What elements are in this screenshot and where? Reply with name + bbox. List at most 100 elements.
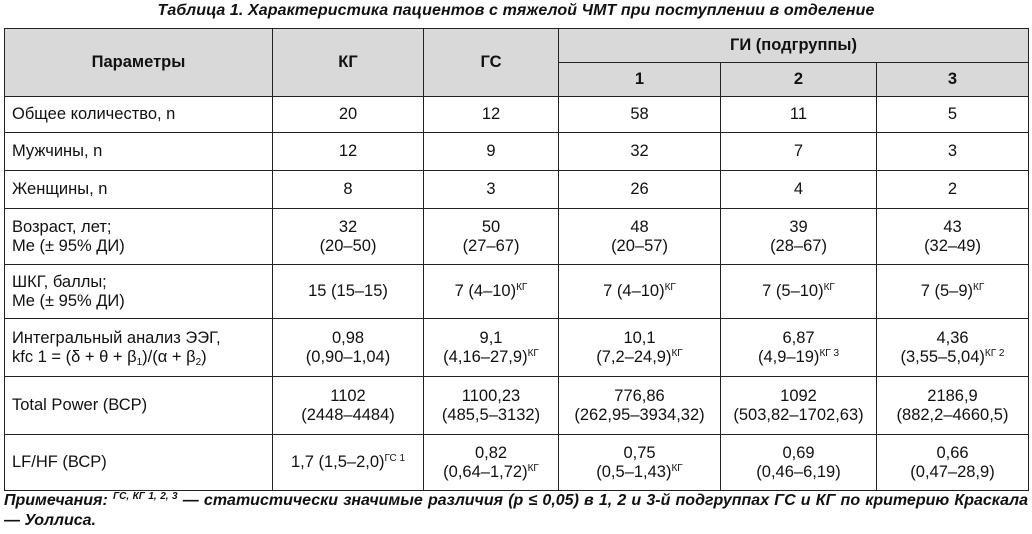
table-row: Возраст, лет; Me (± 95% ДИ) 32 (20–50) 5… xyxy=(4,208,1030,265)
cell-kg: 12 xyxy=(272,132,424,171)
cell-g2: 1092 (503,82–1702,63) xyxy=(720,376,877,435)
cell-range: (0,90–1,04) xyxy=(305,347,391,366)
cell-median: 1100,23 xyxy=(461,386,521,405)
cell-g1: 7 (4–10)КГ xyxy=(558,264,721,319)
row-label-line: Возраст, лет; xyxy=(12,217,112,236)
cell-range-wrap: (4,9–19)КГ 3 xyxy=(727,348,870,367)
row-label-formula: kfc 1 = (δ + θ + β1)/(α + β2) xyxy=(12,347,266,368)
formula-sub: 2 xyxy=(195,356,202,368)
cell-g2: 4 xyxy=(720,170,877,209)
significance-mark: КГ 2 xyxy=(984,347,1005,359)
cell-g3: 4,36 (3,55–5,04)КГ 2 xyxy=(875,318,1030,377)
cell-range: (4,9–19) xyxy=(757,347,820,366)
cell-range: (32–49) xyxy=(924,236,981,255)
cell-median: 1092 xyxy=(780,386,817,405)
cell-median: 9,1 xyxy=(479,328,503,347)
cell-range: (28–67) xyxy=(770,236,827,255)
cell-median: 32 xyxy=(338,217,358,236)
table-row: Женщины, n 8 3 26 4 2 xyxy=(4,170,1030,209)
row-label-line: Интегральный анализ ЭЭГ, xyxy=(12,328,221,347)
cell-g1: 10,1 (7,2–24,9)КГ xyxy=(558,318,721,377)
cell-g3: 0,66 (0,47–28,9) xyxy=(875,434,1030,491)
cell-range: (0,64–1,72) xyxy=(443,462,528,481)
cell-gs: 3 xyxy=(423,170,559,209)
formula-part: )/(α + β xyxy=(142,347,196,366)
significance-mark: КГ xyxy=(516,282,528,293)
cell-median: 0,82 xyxy=(474,443,508,462)
cell-g1: 0,75 (0,5–1,43)КГ xyxy=(558,434,721,491)
cell-g3: 7 (5–9)КГ xyxy=(875,264,1030,319)
row-label: Мужчины, n xyxy=(4,132,273,171)
cell-range: (0,47–28,9) xyxy=(910,462,995,481)
cell-median: 43 xyxy=(943,217,962,236)
cell-g2: 0,69 (0,46–6,19) xyxy=(720,434,877,491)
cell-range: (20–57) xyxy=(611,236,668,255)
cell-kg: 32 (20–50) xyxy=(272,208,424,265)
table-row: Общее количество, n 20 12 58 11 5 xyxy=(4,96,1030,133)
cell-median: 2186,9 xyxy=(927,386,978,405)
cell-range-wrap: (0,5–1,43)КГ xyxy=(565,463,714,482)
cell-g2: 39 (28–67) xyxy=(720,208,877,265)
cell-g3: 3 xyxy=(875,132,1030,171)
cell-range: (262,95–3934,32) xyxy=(574,405,705,424)
table-note: Примечания: ГС, КГ 1, 2, 3 — статистичес… xyxy=(4,491,1028,531)
table-row: Мужчины, n 12 9 32 7 3 xyxy=(4,132,1030,171)
cell-g1: 58 xyxy=(558,96,721,133)
cell-g1: 32 xyxy=(558,132,721,171)
table-caption: Таблица 1. Характеристика пациентов с тя… xyxy=(157,2,875,19)
cell-range: (4,16–27,9) xyxy=(443,347,528,366)
note-text: — статистически значимые различия (р ≤ 0… xyxy=(4,492,1029,529)
cell-gs: 9,1 (4,16–27,9)КГ xyxy=(423,318,559,377)
header-subrow: 1 2 3 xyxy=(5,62,1030,97)
cell-median: 6,87 xyxy=(782,328,815,347)
cell-range-wrap: (3,55–5,04)КГ 2 xyxy=(883,348,1022,367)
significance-mark: КГ xyxy=(973,282,985,293)
header-params: Параметры xyxy=(4,28,273,97)
table-row: Интегральный анализ ЭЭГ, kfc 1 = (δ + θ … xyxy=(4,318,1030,377)
cell-gs: 7 (4–10)КГ xyxy=(423,264,559,319)
significance-mark: КГ xyxy=(664,282,676,293)
row-label: ШКГ, баллы; Me (± 95% ДИ) xyxy=(4,264,273,319)
patients-table: Параметры КГ ГС ГИ (подгруппы) 1 2 3 Общ… xyxy=(4,28,1030,491)
note-marks: ГС, КГ 1, 2, 3 xyxy=(112,491,178,502)
cell-kg: 1102 (2448–4484) xyxy=(272,376,424,435)
significance-mark: КГ xyxy=(671,347,683,359)
cell-range: (3,55–5,04) xyxy=(900,347,985,366)
note-lead: Примечания: xyxy=(4,492,113,509)
cell-range: (503,82–1702,63) xyxy=(733,405,864,424)
cell-value: 7 (4–10) xyxy=(603,282,665,300)
cell-median: 1102 xyxy=(330,386,366,405)
row-label: Интегральный анализ ЭЭГ, kfc 1 = (δ + θ … xyxy=(4,318,273,377)
header-kg: КГ xyxy=(272,28,424,97)
cell-median: 4,36 xyxy=(936,328,969,347)
cell-kg: 8 xyxy=(272,170,424,209)
cell-gs: 9 xyxy=(423,132,559,171)
cell-range: (27–67) xyxy=(462,236,520,255)
cell-range: (20–50) xyxy=(319,236,377,255)
cell-g3: 5 xyxy=(875,96,1030,133)
cell-range-wrap: (7,2–24,9)КГ xyxy=(565,348,714,367)
cell-g2: 7 xyxy=(720,132,877,171)
significance-mark: КГ xyxy=(671,462,683,474)
cell-value: 7 (5–9) xyxy=(920,282,974,300)
cell-value: 7 (5–10) xyxy=(762,282,824,300)
table-row: Total Power (ВСР) 1102 (2448–4484) 1100,… xyxy=(4,376,1030,435)
significance-mark: КГ xyxy=(527,462,539,474)
cell-g1: 776,86 (262,95–3934,32) xyxy=(558,376,721,435)
cell-g2: 11 xyxy=(720,96,877,133)
header-gs: ГС xyxy=(423,28,559,97)
cell-g1: 26 xyxy=(558,170,721,209)
cell-gs: 50 (27–67) xyxy=(423,208,559,265)
cell-range: (0,5–1,43) xyxy=(596,462,672,481)
cell-range-wrap: (0,64–1,72)КГ xyxy=(430,463,552,482)
cell-gs: 0,82 (0,64–1,72)КГ xyxy=(423,434,559,491)
row-label: Женщины, n xyxy=(4,170,273,209)
table-row: LF/HF (ВСР) 1,7 (1,5–2,0)ГС 1 0,82 (0,64… xyxy=(4,434,1030,491)
formula-part: ) xyxy=(201,347,207,366)
row-label: Общее количество, n xyxy=(4,96,273,133)
cell-kg: 1,7 (1,5–2,0)ГС 1 xyxy=(272,434,424,491)
row-label-line: ШКГ, баллы; xyxy=(12,272,107,291)
cell-range: (7,2–24,9) xyxy=(596,347,672,366)
cell-gs: 12 xyxy=(423,96,559,133)
cell-g2: 6,87 (4,9–19)КГ 3 xyxy=(720,318,877,377)
